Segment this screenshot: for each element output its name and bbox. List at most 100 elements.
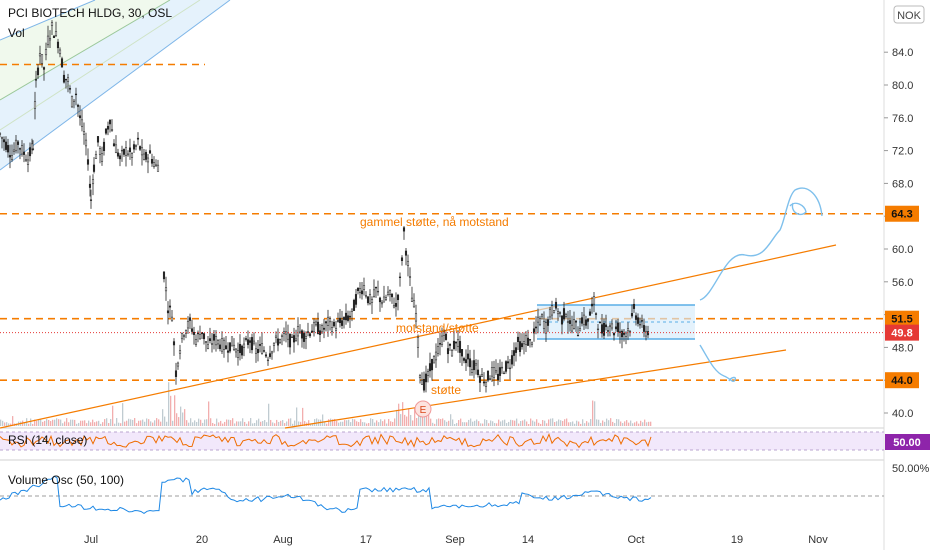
- candle-body: [188, 317, 192, 321]
- candle-body: [460, 349, 464, 357]
- volume-bar: [296, 407, 298, 426]
- candle-body: [380, 301, 384, 305]
- candle-body: [132, 144, 136, 150]
- volume-bar: [24, 422, 26, 426]
- volume-bar: [630, 420, 632, 426]
- volume-bar: [562, 420, 564, 426]
- volume-bars: [0, 382, 652, 426]
- volume-osc-pane: [0, 475, 884, 515]
- volume-bar: [276, 419, 278, 426]
- candle-body: [74, 93, 78, 96]
- candle-body: [54, 31, 58, 36]
- annotation-stotte: støtte: [431, 383, 461, 397]
- volume-bar: [364, 422, 366, 426]
- candle-body: [24, 159, 28, 162]
- volume-bar: [540, 423, 542, 426]
- volume-bar: [226, 419, 228, 426]
- candle-body: [540, 314, 544, 317]
- candle-body: [520, 343, 524, 348]
- candle-body: [62, 74, 66, 83]
- volume-bar: [280, 420, 282, 426]
- earnings-marker[interactable]: E: [414, 400, 432, 418]
- candle-body: [60, 58, 64, 68]
- candle-body: [150, 159, 154, 164]
- candle-body: [26, 159, 30, 165]
- volume-bar: [438, 418, 440, 426]
- volume-bar: [598, 419, 600, 426]
- volume-bar: [498, 419, 500, 426]
- volume-bar: [608, 420, 610, 426]
- volume-label: Vol: [8, 26, 25, 40]
- candle-body: [162, 271, 166, 280]
- candle-body: [636, 317, 640, 324]
- volume-bar: [466, 422, 468, 426]
- annotation-motstand-stotte: motstand/støtte: [396, 321, 479, 335]
- candle-body: [594, 313, 598, 315]
- volume-bar: [460, 418, 462, 426]
- candle-body: [308, 333, 312, 337]
- chart-title: PCI BIOTECH HLDG, 30, OSL: [8, 6, 172, 20]
- candle-body: [282, 331, 286, 334]
- volume-bar: [52, 419, 54, 426]
- currency-badge[interactable]: NOK: [893, 5, 925, 24]
- volume-bar: [606, 418, 608, 426]
- candle-body: [138, 146, 142, 150]
- volume-bar: [30, 418, 32, 426]
- volume-bar: [502, 420, 504, 426]
- volume-bar: [342, 421, 344, 426]
- volume-bar: [12, 416, 14, 426]
- volume-bar: [116, 418, 118, 426]
- candle-body: [444, 333, 448, 340]
- candle-body: [300, 330, 304, 339]
- y-tick-label: 56.0: [892, 277, 913, 289]
- volume-bar: [198, 418, 200, 426]
- time-axis[interactable]: Jul 20 Aug 17 Sep 14 Oct 19 Nov: [84, 534, 828, 546]
- volume-bar: [4, 422, 6, 426]
- candle-body: [620, 330, 624, 338]
- candle-body: [588, 311, 592, 316]
- volume-bar: [194, 420, 196, 426]
- volume-bar: [524, 419, 526, 426]
- volume-bar: [178, 417, 180, 426]
- volume-bar: [346, 420, 348, 426]
- candle-body: [168, 305, 172, 308]
- volume-bar: [114, 423, 116, 426]
- volume-bar: [496, 423, 498, 426]
- candle-body: [392, 305, 396, 308]
- volume-bar: [350, 422, 352, 426]
- volume-bar: [500, 421, 502, 426]
- volume-bar: [176, 413, 178, 426]
- candle-body: [516, 336, 520, 343]
- candle-body: [386, 291, 390, 295]
- volume-bar: [400, 414, 402, 426]
- volume-bar: [46, 419, 48, 426]
- candle-body: [148, 150, 152, 154]
- candle-body: [560, 315, 564, 325]
- volume-bar: [304, 421, 306, 426]
- candle-body: [190, 328, 194, 332]
- volume-bar: [580, 423, 582, 426]
- candle-body: [536, 316, 540, 323]
- volume-bar: [578, 421, 580, 426]
- volume-bar: [360, 419, 362, 426]
- volume-bar: [362, 422, 364, 426]
- volume-bar: [312, 423, 314, 426]
- volume-bar: [270, 419, 272, 426]
- volume-bar: [546, 423, 548, 426]
- candle-body: [372, 289, 376, 297]
- candle-body: [316, 321, 320, 334]
- volume-bar: [140, 420, 142, 426]
- candle-body: [330, 327, 334, 333]
- volume-bar: [402, 402, 404, 426]
- volume-bar: [98, 420, 100, 426]
- candle-body: [254, 348, 258, 354]
- volume-bar: [584, 423, 586, 426]
- candle-body: [432, 356, 436, 364]
- candle-body: [294, 338, 298, 341]
- volume-bar: [370, 418, 372, 426]
- candle-body: [564, 314, 568, 317]
- candle-body: [64, 78, 68, 81]
- volume-bar: [80, 420, 82, 426]
- candle-body: [374, 286, 378, 289]
